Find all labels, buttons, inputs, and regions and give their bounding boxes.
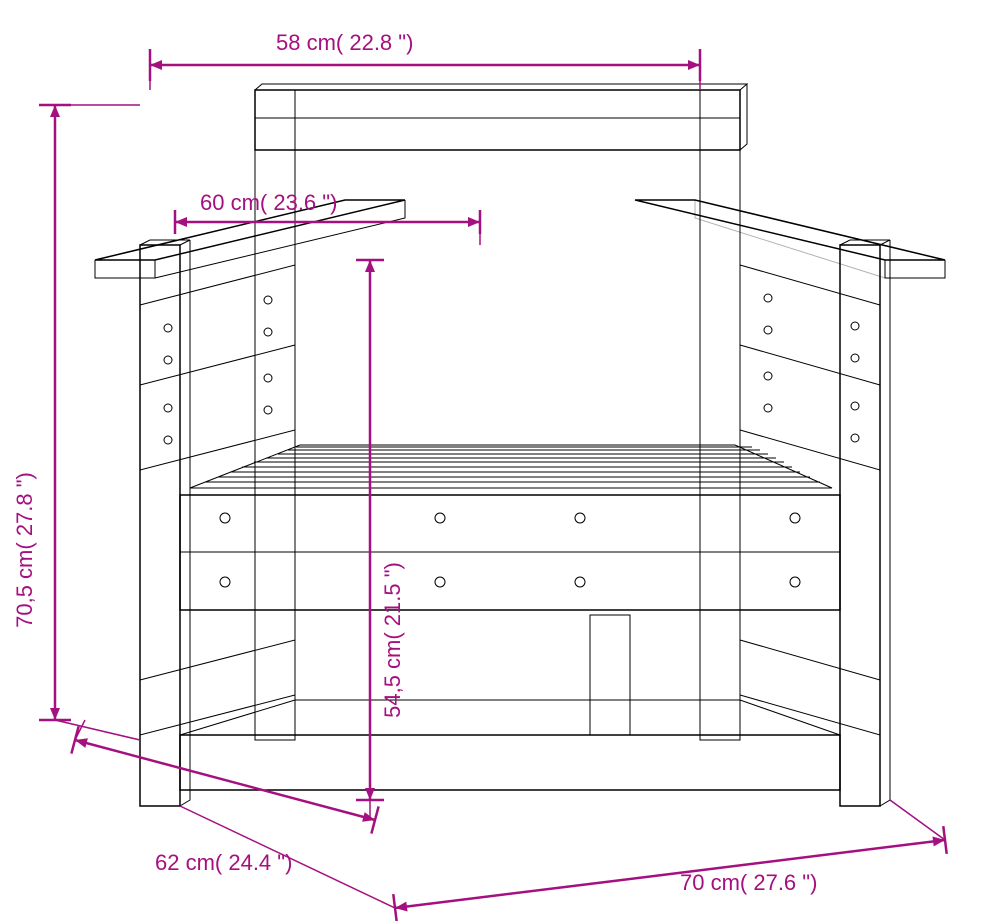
label-overall-width: 70 cm( 27.6 "): [680, 870, 817, 895]
left-side-panel: [140, 265, 295, 470]
center-back-leg: [590, 615, 630, 735]
label-depth: 62 cm( 24.4 "): [155, 850, 292, 875]
lower-right-rail: [740, 640, 880, 735]
label-seat-width: 60 cm( 23.6 "): [200, 190, 337, 215]
right-side-panel: [740, 265, 880, 470]
left-back-post: [255, 90, 295, 740]
lower-front-rail: [180, 700, 840, 790]
lower-left-rail: [140, 640, 295, 735]
label-overall-height: 70,5 cm( 27.8 "): [12, 472, 37, 628]
backrest-top-rail: [255, 84, 747, 150]
label-top-back-width: 58 cm( 22.8 "): [276, 30, 413, 55]
right-armrest: [635, 200, 945, 278]
label-arm-height: 54,5 cm( 21.5 "): [380, 562, 405, 718]
right-front-post: [840, 240, 890, 806]
right-back-post: [700, 90, 740, 740]
front-apron: [180, 495, 840, 610]
seat-slats: [190, 445, 832, 488]
